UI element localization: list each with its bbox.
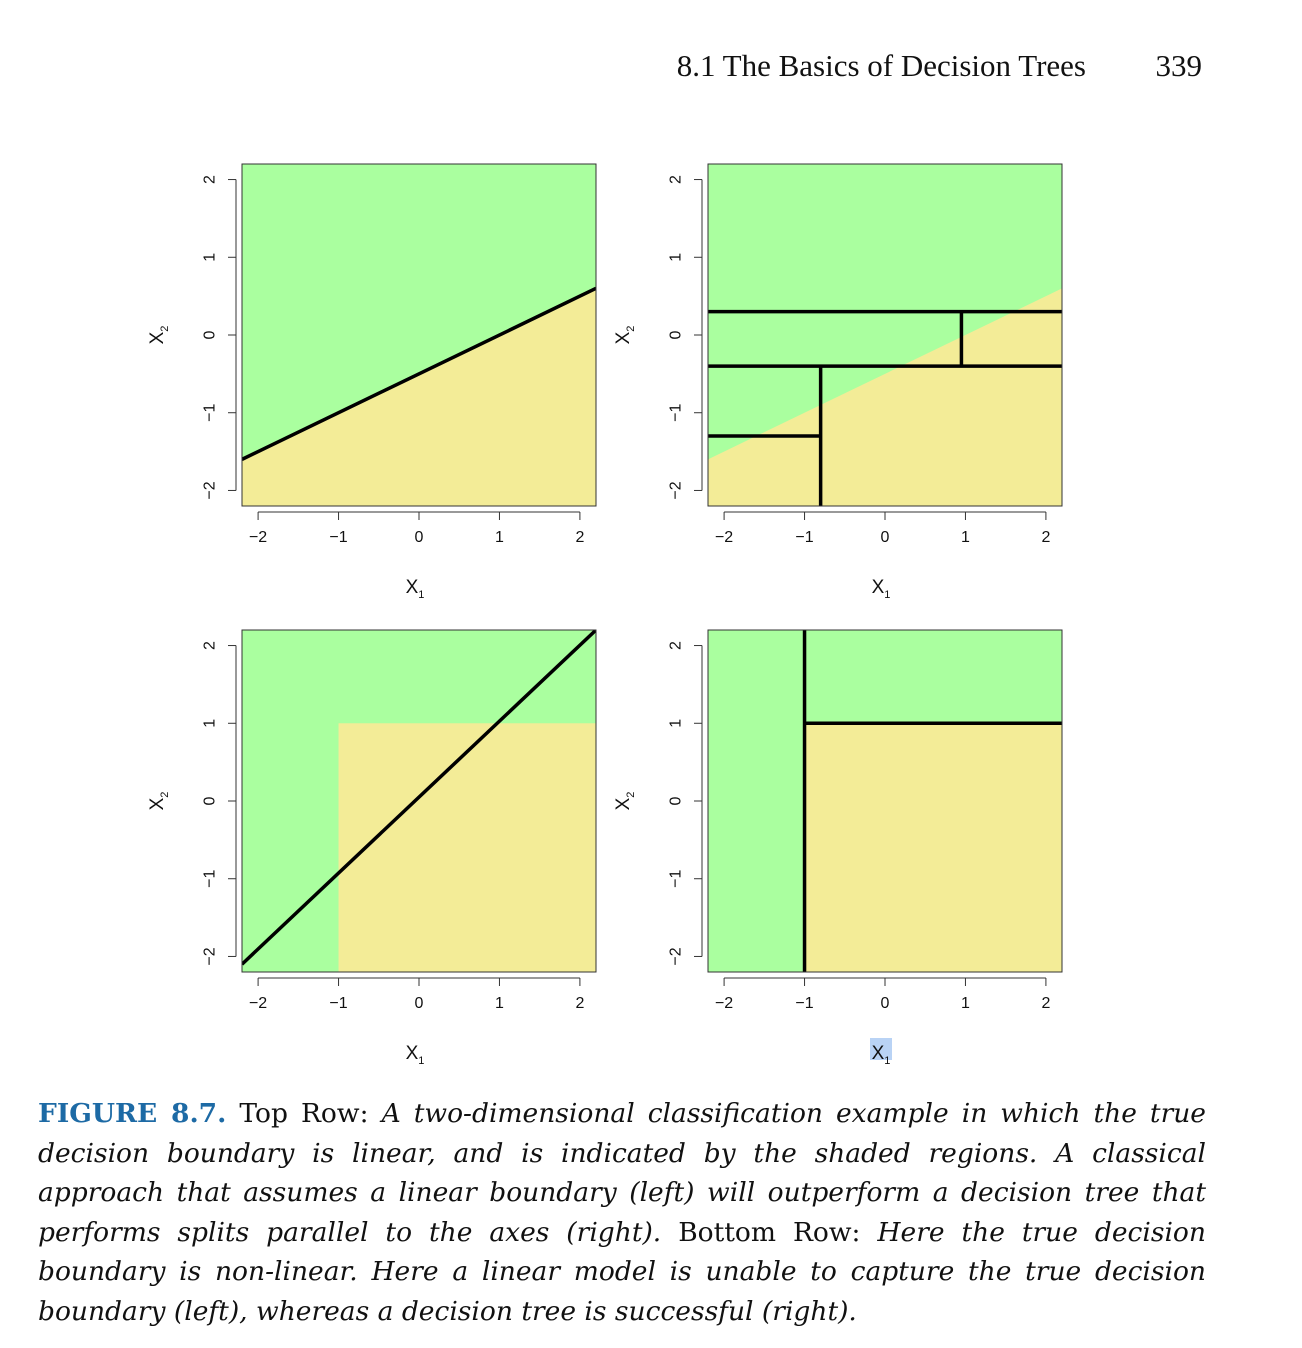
- x-tick-label: −2: [249, 529, 267, 546]
- yellow-region: [804, 723, 1062, 972]
- yellow-region: [242, 288, 596, 506]
- y-tick-label: 2: [668, 641, 685, 650]
- x-tick-label: 2: [1041, 995, 1050, 1012]
- x-tick-label: −1: [329, 529, 347, 546]
- y-tick-label: 0: [202, 330, 219, 339]
- plot-area: [242, 630, 596, 972]
- y-axis-title: X2: [147, 326, 171, 345]
- y-tick-label: −2: [668, 481, 685, 499]
- y-tick-label: 0: [668, 330, 685, 339]
- plot-frame: [707, 163, 1063, 507]
- y-axis-title: X2: [147, 792, 171, 811]
- x-tick-label: 1: [495, 529, 504, 546]
- x-tick-label: −1: [795, 529, 813, 546]
- x-tick-label: 0: [881, 995, 890, 1012]
- x-tick-label: −2: [249, 995, 267, 1012]
- x-tick-label: 1: [961, 995, 970, 1012]
- caption-bottom-row-text: Here the true decision boundary is non-l…: [38, 1216, 1206, 1327]
- figure-caption: FIGURE 8.7. Top Row: A two-dimensional c…: [38, 1094, 1206, 1331]
- y-tick-label: −2: [668, 947, 685, 965]
- x-axis-title: X1: [872, 577, 891, 601]
- x-tick-label: 1: [961, 529, 970, 546]
- y-tick-label: 2: [202, 175, 219, 184]
- y-tick-label: 1: [668, 253, 685, 262]
- y-tick-label: −1: [202, 404, 219, 422]
- page-header: 8.1 The Basics of Decision Trees 339: [0, 48, 1302, 88]
- plot-area: [708, 164, 1062, 506]
- plot-area: [242, 164, 596, 506]
- y-tick-label: 0: [202, 796, 219, 805]
- y-tick-label: 0: [668, 796, 685, 805]
- plot-frame: [707, 629, 1063, 973]
- panel-bottom-left: −2 −1 0 1 2 −2 −1 0 1 2 X1 X2: [147, 629, 597, 1067]
- x-tick-label: 0: [881, 529, 890, 546]
- x-axis-title: X1: [406, 577, 425, 601]
- x-tick-label: 2: [575, 995, 584, 1012]
- y-tick-label: −2: [202, 947, 219, 965]
- x-axis-title: X1: [406, 1043, 425, 1067]
- x-tick-label: −1: [795, 995, 813, 1012]
- y-axis-title: X2: [613, 792, 637, 811]
- section-title: 8.1 The Basics of Decision Trees: [676, 48, 1086, 83]
- y-tick-label: 1: [202, 253, 219, 262]
- panel-top-left: −2 −1 0 1 2 −2 −1 0 1 2 X1 X2: [147, 163, 597, 601]
- caption-label: FIGURE 8.7.: [38, 1098, 227, 1129]
- y-tick-label: −2: [202, 481, 219, 499]
- y-axis-title: X2: [613, 326, 637, 345]
- caption-bottom-row-prefix: Bottom Row:: [678, 1216, 861, 1248]
- x-tick-label: 2: [1041, 529, 1050, 546]
- y-tick-label: 2: [668, 175, 685, 184]
- panel-bottom-right: −2 −1 0 1 2 −2 −1 0 1 2 X1 X2: [613, 629, 1063, 1067]
- page-number: 339: [1155, 48, 1203, 83]
- figure-8-7: −2 −1 0 1 2 −2 −1 0 1 2 X1 X2 −2 −1 0 1 2 −2 −1 0 1 2 X1 X2 −2 −1…: [147, 163, 1063, 1067]
- plot-area: [708, 630, 1062, 972]
- x-tick-label: 0: [415, 529, 424, 546]
- x-tick-label: −2: [715, 529, 733, 546]
- yellow-region: [708, 288, 1062, 506]
- y-tick-label: 2: [202, 641, 219, 650]
- y-tick-label: −1: [202, 870, 219, 888]
- x-axis-title: X1: [872, 1043, 891, 1067]
- plot-frame: [241, 629, 597, 973]
- x-tick-label: 2: [575, 529, 584, 546]
- caption-top-row-text: A two-dimensional classification example…: [38, 1098, 1206, 1248]
- x-tick-label: 0: [415, 995, 424, 1012]
- plot-frame: [241, 163, 597, 507]
- x-tick-label: −2: [715, 995, 733, 1012]
- panel-top-right: −2 −1 0 1 2 −2 −1 0 1 2 X1 X2: [613, 163, 1063, 601]
- yellow-region: [338, 723, 596, 972]
- caption-top-row-prefix: Top Row:: [239, 1098, 369, 1129]
- x-tick-label: −1: [329, 995, 347, 1012]
- boundary-line: [242, 286, 596, 461]
- y-tick-label: −1: [668, 870, 685, 888]
- y-tick-label: −1: [668, 404, 685, 422]
- x-tick-label: 1: [495, 995, 504, 1012]
- x-axis-title-highlight: [870, 1038, 892, 1060]
- y-tick-label: 1: [668, 719, 685, 728]
- y-tick-label: 1: [202, 719, 219, 728]
- boundary-line: [242, 630, 596, 966]
